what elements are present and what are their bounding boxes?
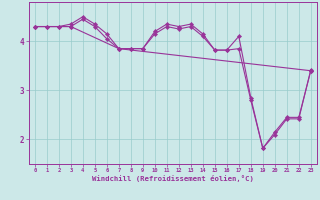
X-axis label: Windchill (Refroidissement éolien,°C): Windchill (Refroidissement éolien,°C)	[92, 175, 254, 182]
